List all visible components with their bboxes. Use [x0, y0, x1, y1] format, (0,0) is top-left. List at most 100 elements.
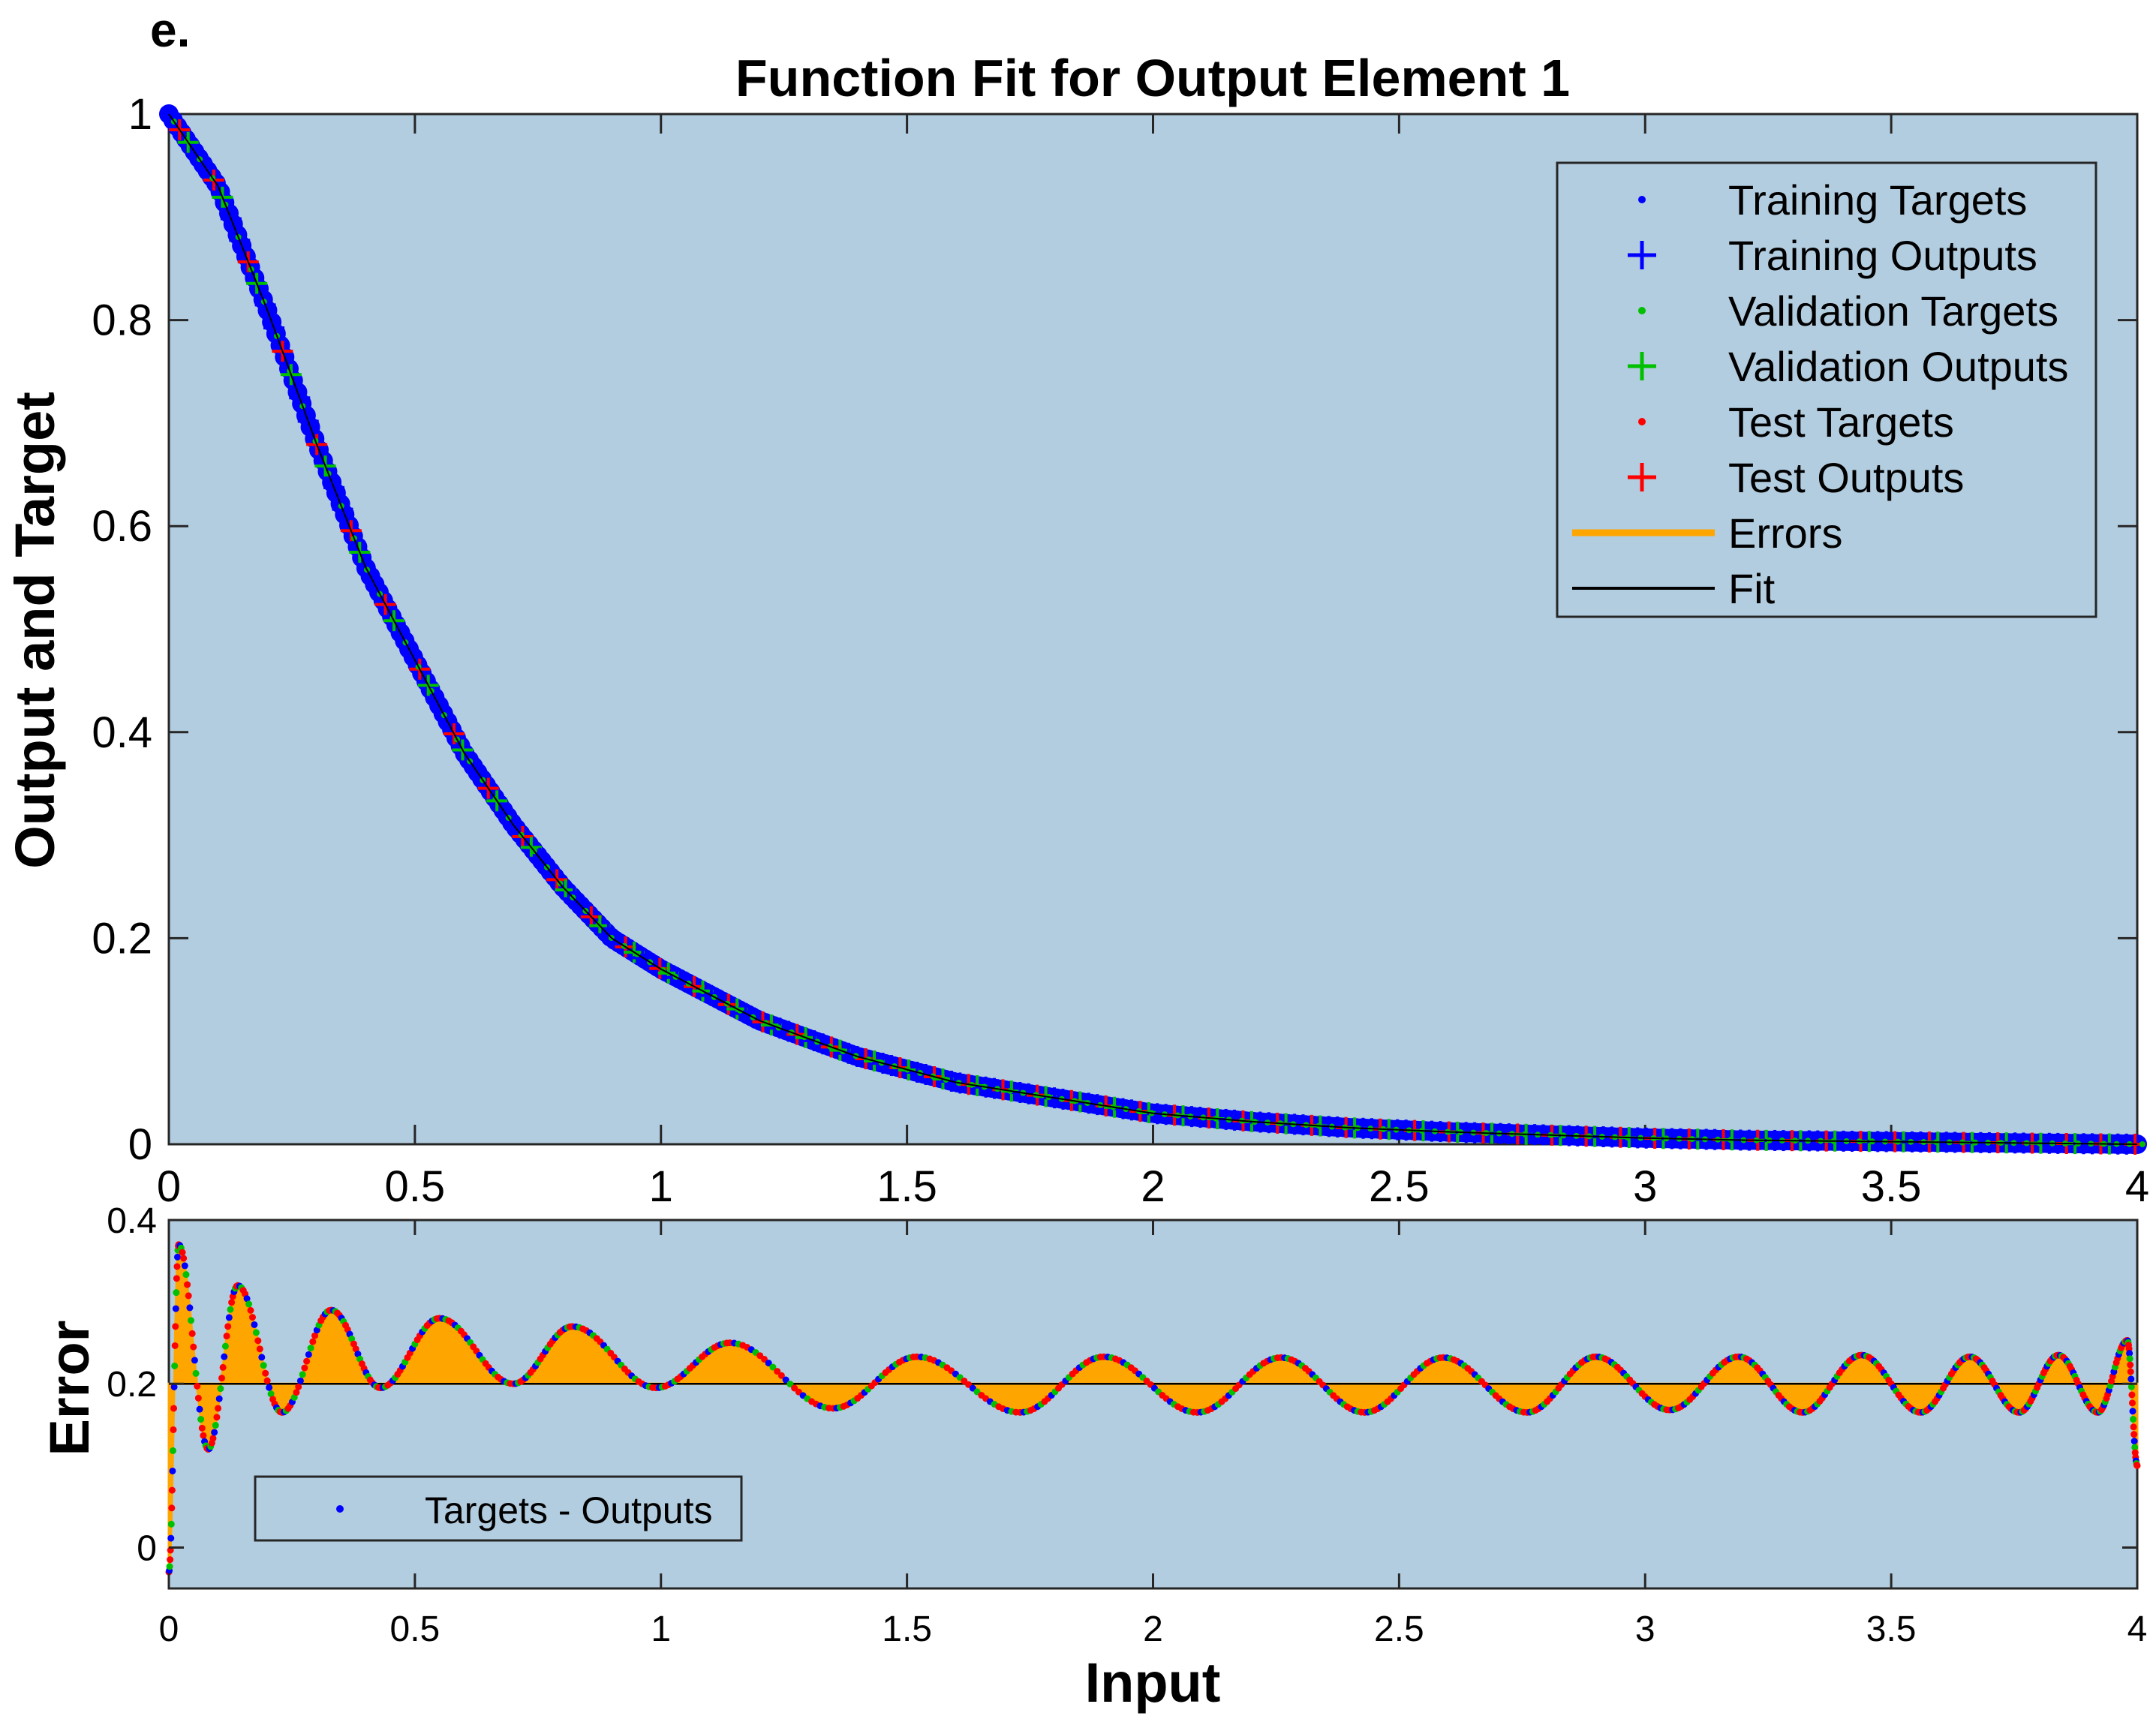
error-point — [170, 1426, 177, 1433]
error-point — [167, 1534, 175, 1542]
error-point — [166, 1563, 173, 1570]
legend-label: Fit — [1728, 565, 1776, 612]
y-tick-label: 0 — [128, 1120, 152, 1169]
error-point — [223, 1333, 230, 1340]
panel-label: e. — [150, 3, 190, 57]
error-point — [777, 1372, 785, 1379]
x-tick-label: 0.5 — [390, 1609, 441, 1649]
legend-label: Training Outputs — [1728, 232, 2037, 279]
error-point — [247, 1306, 254, 1314]
error-plot-y-tick-labels: 0 0.2 0.4 — [107, 1201, 157, 1568]
error-point — [172, 1305, 179, 1312]
error-point — [2130, 1415, 2137, 1423]
error-point — [245, 1300, 253, 1308]
main-plot-x-tick-labels: 0 0.5 1 1.5 2 2.5 3 3.5 4 — [157, 1162, 2149, 1211]
error-point — [2126, 1350, 2133, 1357]
fit-line — [168, 113, 2138, 1145]
error-point — [215, 1395, 223, 1402]
validation-target-marker — [2139, 1141, 2145, 1147]
legend-label: Validation Outputs — [1728, 343, 2068, 390]
error-point — [169, 1447, 176, 1454]
error-point — [2129, 1408, 2136, 1415]
error-point — [254, 1337, 262, 1345]
main-plot-ticks — [167, 113, 2139, 1146]
error-point — [181, 1262, 188, 1270]
error-point — [256, 1345, 263, 1353]
error-point — [188, 1317, 195, 1324]
error-point — [295, 1383, 302, 1390]
error-point — [173, 1289, 180, 1297]
x-tick-label: 2 — [1143, 1609, 1163, 1649]
error-point — [211, 1429, 218, 1436]
error-point — [192, 1369, 200, 1377]
error-point — [167, 1520, 175, 1528]
error-point — [263, 1377, 271, 1384]
legend-marker — [1628, 463, 1656, 491]
legend-label: Validation Targets — [1728, 287, 2058, 335]
error-point — [2127, 1383, 2135, 1390]
error-point — [188, 1330, 196, 1337]
error-point — [170, 1383, 178, 1390]
error-point — [350, 1340, 357, 1348]
error-axis-label: Error — [38, 1321, 101, 1456]
error-point — [179, 1249, 186, 1256]
error-point — [2130, 1431, 2138, 1438]
error-point — [303, 1357, 311, 1365]
error-point — [293, 1389, 300, 1396]
y-axis-label: Output and Target — [4, 392, 66, 869]
error-point — [224, 1323, 232, 1330]
main-legend-box — [1556, 161, 2097, 618]
x-tick-label: 3.5 — [1866, 1609, 1917, 1649]
error-point — [248, 1314, 256, 1321]
error-point — [200, 1432, 207, 1439]
y-tick-label: 0.2 — [92, 914, 152, 963]
main-plot: 0 0.5 1 1.5 2 2.5 3 3.5 4 0 0.2 0.4 0.6 0.8 1 Output … — [4, 90, 2149, 1211]
legend-marker — [1638, 196, 1646, 203]
chart-title: Function Fit for Output Element 1 — [735, 49, 1570, 107]
error-point — [252, 1329, 260, 1336]
error-point — [213, 1414, 221, 1421]
error-point — [180, 1255, 188, 1262]
error-point — [2128, 1399, 2136, 1407]
main-plot-area — [167, 113, 2139, 1146]
x-tick-label: 2.5 — [1369, 1162, 1430, 1211]
error-point — [267, 1390, 275, 1398]
error-point — [182, 1271, 190, 1279]
x-tick-label: 1.5 — [877, 1162, 937, 1211]
error-point — [219, 1363, 227, 1371]
error-point — [221, 1342, 229, 1350]
main-legend: Training Targets Training Outputs Validati… — [1556, 161, 2097, 618]
error-point — [243, 1295, 251, 1303]
x-tick-label: 1 — [651, 1609, 671, 1649]
error-point — [782, 1376, 789, 1384]
y-tick-label: 0.2 — [107, 1365, 157, 1405]
y-tick-label: 0.6 — [92, 502, 152, 551]
legend-label: Errors — [1728, 509, 1842, 557]
error-point — [262, 1369, 269, 1377]
error-point — [196, 1405, 203, 1413]
x-tick-label: 4 — [2127, 1609, 2148, 1649]
x-tick-label: 0 — [159, 1609, 179, 1649]
error-legend: Targets - Outputs — [254, 1475, 743, 1542]
error-point — [305, 1351, 312, 1358]
error-point — [198, 1424, 206, 1432]
error-point — [173, 1275, 180, 1282]
error-point — [184, 1281, 191, 1288]
error-point — [2130, 1438, 2138, 1445]
error-point — [212, 1422, 219, 1429]
error-point — [769, 1363, 777, 1371]
error-point — [171, 1362, 179, 1369]
error-point — [215, 1405, 222, 1412]
error-point — [191, 1357, 198, 1364]
error-point — [774, 1368, 781, 1375]
x-tick-label: 1 — [649, 1162, 673, 1211]
error-point — [185, 1292, 192, 1300]
y-tick-label: 0.8 — [92, 296, 152, 345]
error-point — [301, 1364, 308, 1372]
error-point — [194, 1382, 201, 1390]
error-point — [266, 1384, 273, 1391]
error-point — [168, 1486, 176, 1494]
legend-label: Test Targets — [1728, 398, 1954, 446]
error-point — [186, 1304, 194, 1312]
